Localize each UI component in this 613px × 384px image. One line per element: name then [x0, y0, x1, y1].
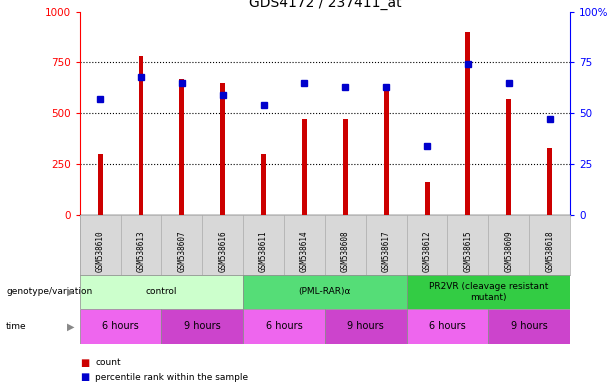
Text: count: count [95, 358, 121, 367]
Text: 6 hours: 6 hours [265, 321, 302, 331]
Text: GSM538610: GSM538610 [96, 230, 105, 271]
Title: GDS4172 / 237411_at: GDS4172 / 237411_at [249, 0, 401, 10]
Text: 9 hours: 9 hours [511, 321, 547, 331]
Bar [489, 309, 570, 344]
Bar [343, 119, 348, 215]
Text: GSM538611: GSM538611 [259, 230, 268, 271]
Bar [80, 275, 243, 309]
Text: GSM538612: GSM538612 [422, 230, 432, 271]
Text: GSM538617: GSM538617 [382, 230, 390, 271]
Text: GSM538609: GSM538609 [504, 230, 513, 271]
Bar [161, 309, 243, 344]
Bar [547, 148, 552, 215]
Text: percentile rank within the sample: percentile rank within the sample [95, 372, 248, 382]
Text: ▶: ▶ [67, 287, 74, 297]
Text: PR2VR (cleavage resistant
mutant): PR2VR (cleavage resistant mutant) [428, 282, 548, 301]
Bar [180, 79, 185, 215]
Bar [325, 309, 406, 344]
Text: 9 hours: 9 hours [184, 321, 221, 331]
Text: time: time [6, 322, 27, 331]
Bar [220, 83, 225, 215]
Bar [406, 275, 570, 309]
Bar [80, 309, 161, 344]
Text: 6 hours: 6 hours [429, 321, 466, 331]
Bar [302, 119, 307, 215]
Text: ■: ■ [80, 358, 89, 368]
Text: GSM538608: GSM538608 [341, 230, 350, 271]
Bar [243, 309, 325, 344]
Bar [406, 309, 489, 344]
Text: genotype/variation: genotype/variation [6, 287, 93, 296]
Text: (PML-RAR)α: (PML-RAR)α [299, 287, 351, 296]
Bar [425, 182, 430, 215]
Bar [261, 154, 266, 215]
Bar [506, 99, 511, 215]
Text: ▶: ▶ [67, 321, 74, 331]
Bar [97, 154, 102, 215]
Text: GSM538607: GSM538607 [177, 230, 186, 271]
Text: GSM538614: GSM538614 [300, 230, 309, 271]
Text: GSM538618: GSM538618 [545, 230, 554, 271]
Bar [384, 89, 389, 215]
Text: GSM538615: GSM538615 [463, 230, 473, 271]
Text: GSM538613: GSM538613 [137, 230, 145, 271]
Text: 9 hours: 9 hours [348, 321, 384, 331]
Text: control: control [146, 287, 177, 296]
Text: 6 hours: 6 hours [102, 321, 139, 331]
Text: GSM538616: GSM538616 [218, 230, 227, 271]
Bar [465, 32, 470, 215]
Bar [243, 275, 406, 309]
Text: ■: ■ [80, 372, 89, 382]
Bar [139, 56, 143, 215]
